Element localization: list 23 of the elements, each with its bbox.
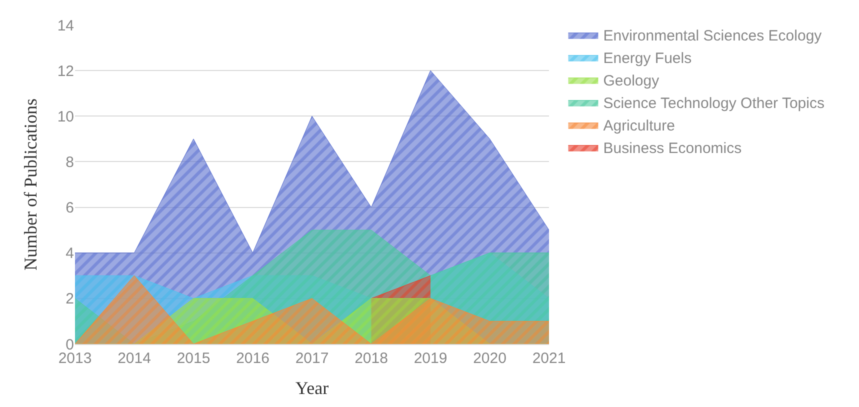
x-tick-label: 2014: [118, 350, 151, 367]
y-tick-label: 6: [66, 200, 74, 217]
y-tick-label: 14: [57, 17, 74, 34]
x-tick-label: 2017: [295, 350, 329, 367]
legend-label: Environmental Sciences Ecology: [603, 28, 822, 45]
legend-label: Agriculture: [603, 118, 675, 135]
x-tick-label: 2019: [414, 350, 448, 367]
y-tick-label: 4: [66, 245, 74, 262]
y-tick-label: 12: [57, 62, 74, 80]
y-tick-label: 2: [66, 290, 74, 308]
legend-label: Science Technology Other Topics: [603, 95, 824, 112]
x-tick-label: 2020: [473, 350, 506, 367]
x-tick-label: 2018: [354, 350, 388, 367]
legend-label: Geology: [603, 72, 660, 90]
y-axis-title: Number of Publications: [20, 98, 41, 270]
legend-label: Business Economics: [603, 140, 742, 158]
x-tick-label: 2015: [176, 350, 210, 367]
x-axis-title: Year: [295, 378, 329, 398]
x-tick-label: 2016: [236, 350, 270, 367]
legend-label: Energy Fuels: [603, 50, 692, 68]
x-tick-label: 2021: [532, 350, 566, 367]
y-tick-label: 10: [57, 108, 74, 126]
y-tick-label: 8: [66, 154, 74, 171]
